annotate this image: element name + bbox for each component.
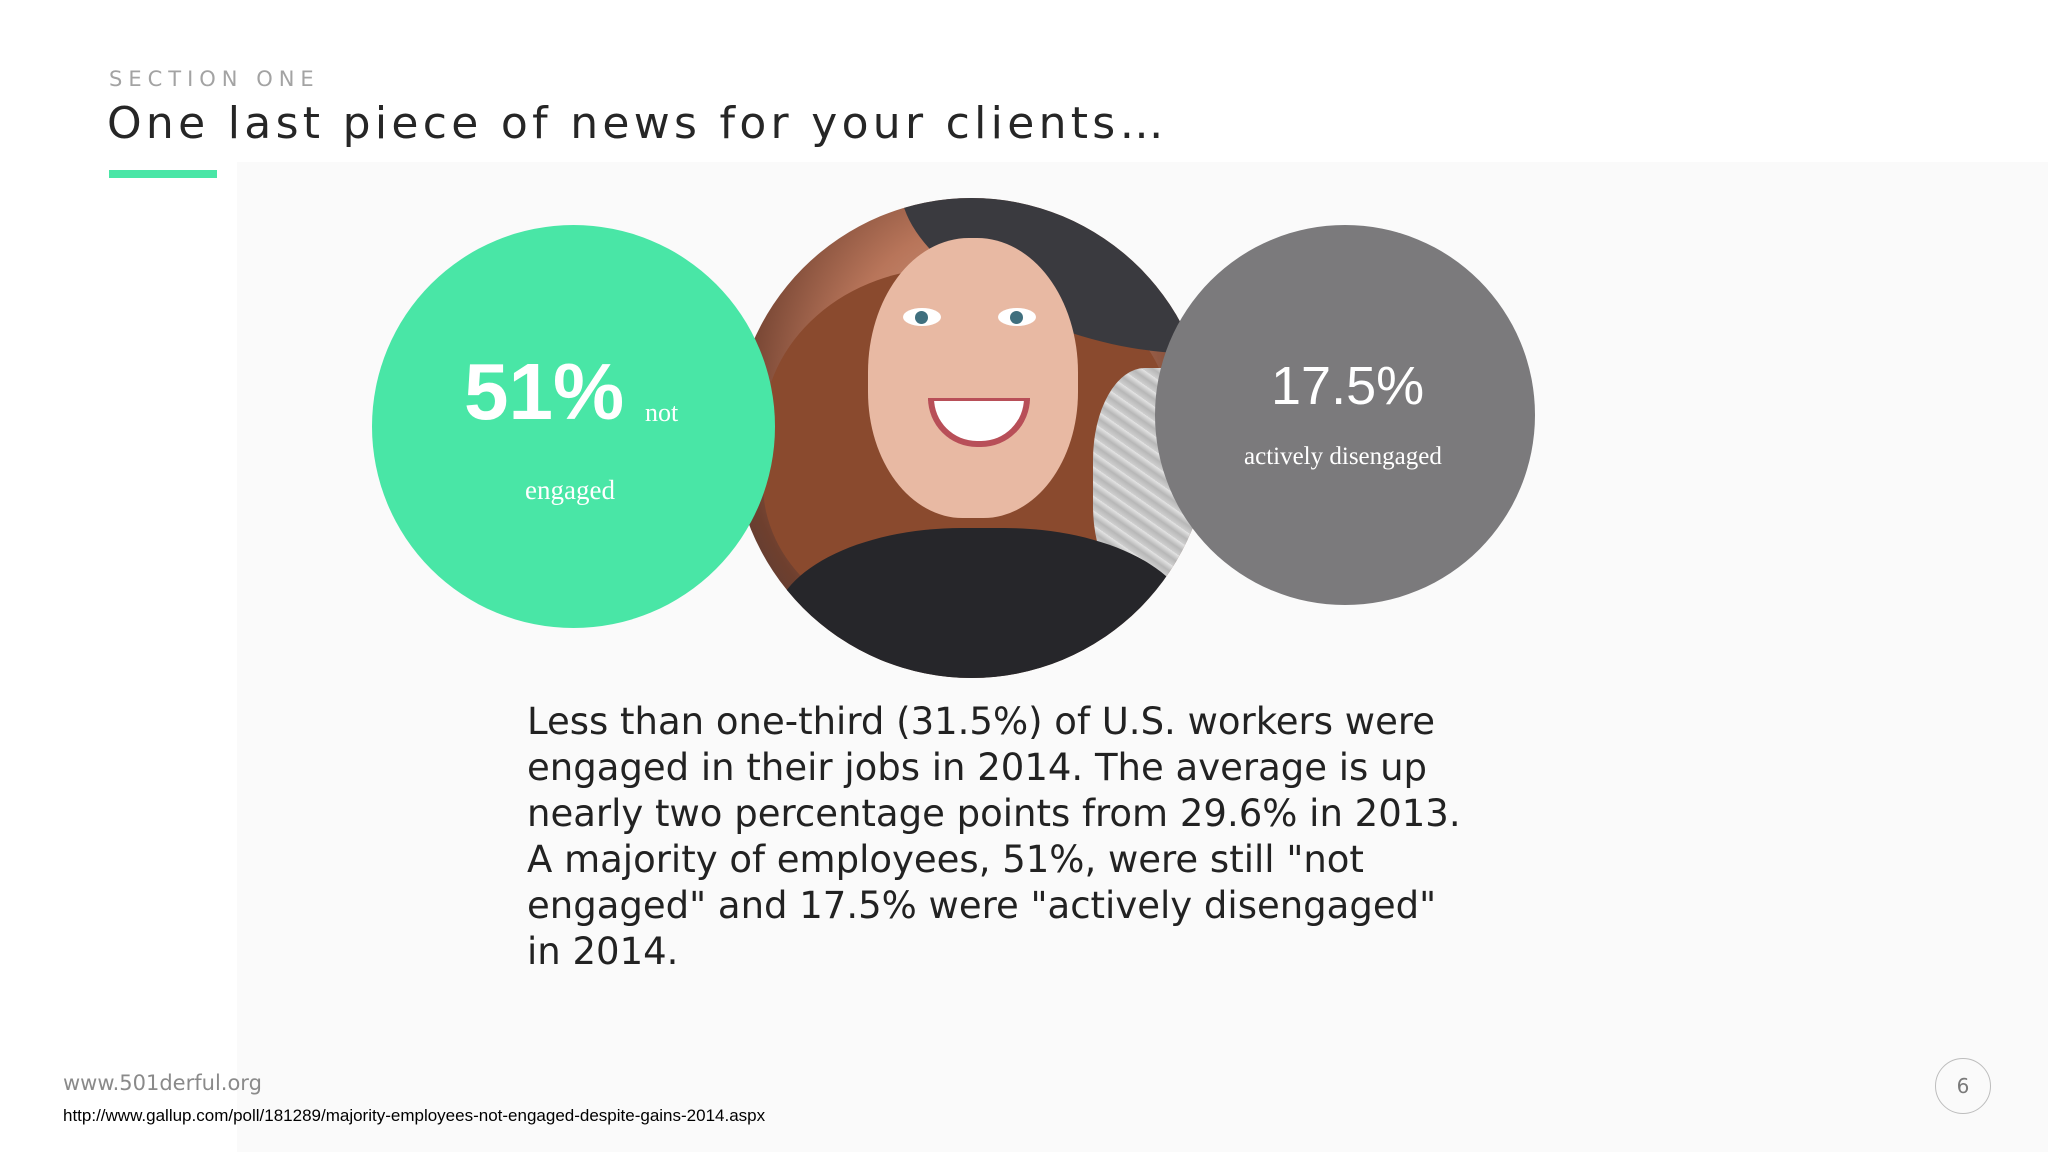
body-line: Less than one-third (31.5%) of U.S. work… <box>527 700 1435 743</box>
title-accent-bar <box>109 170 217 178</box>
actively-disengaged-value: 17.5% <box>1271 356 1425 416</box>
photo-face <box>868 238 1078 518</box>
body-line: nearly two percentage points from 29.6% … <box>527 792 1461 835</box>
not-engaged-label-part2: engaged <box>525 475 615 505</box>
body-paragraph: Less than one-third (31.5%) of U.S. work… <box>527 699 1527 975</box>
source-link[interactable]: http://www.gallup.com/poll/181289/majori… <box>63 1106 766 1125</box>
actively-disengaged-label: actively disengaged <box>1244 443 1442 470</box>
not-engaged-label-part1: not <box>645 398 679 427</box>
actively-disengaged-circle <box>1155 225 1535 605</box>
page-number-badge: 6 <box>1935 1058 1991 1114</box>
body-line: engaged" and 17.5% were "actively diseng… <box>527 884 1437 927</box>
section-label: SECTION ONE <box>109 67 320 91</box>
photo-smile <box>928 398 1030 447</box>
body-line: A majority of employees, 51%, were still… <box>527 838 1364 881</box>
not-engaged-value: 51% <box>464 347 625 436</box>
portrait-photo <box>733 198 1210 678</box>
photo-left-eye <box>903 308 941 326</box>
body-line: engaged in their jobs in 2014. The avera… <box>527 746 1428 789</box>
page-number: 6 <box>1956 1074 1970 1098</box>
photo-shirt <box>773 528 1193 678</box>
not-engaged-circle <box>372 225 775 628</box>
body-line: in 2014. <box>527 930 679 973</box>
footer-website: www.501derful.org <box>63 1071 262 1095</box>
slide-title: One last piece of news for your clients… <box>107 98 1168 149</box>
photo-right-eye <box>998 308 1036 326</box>
